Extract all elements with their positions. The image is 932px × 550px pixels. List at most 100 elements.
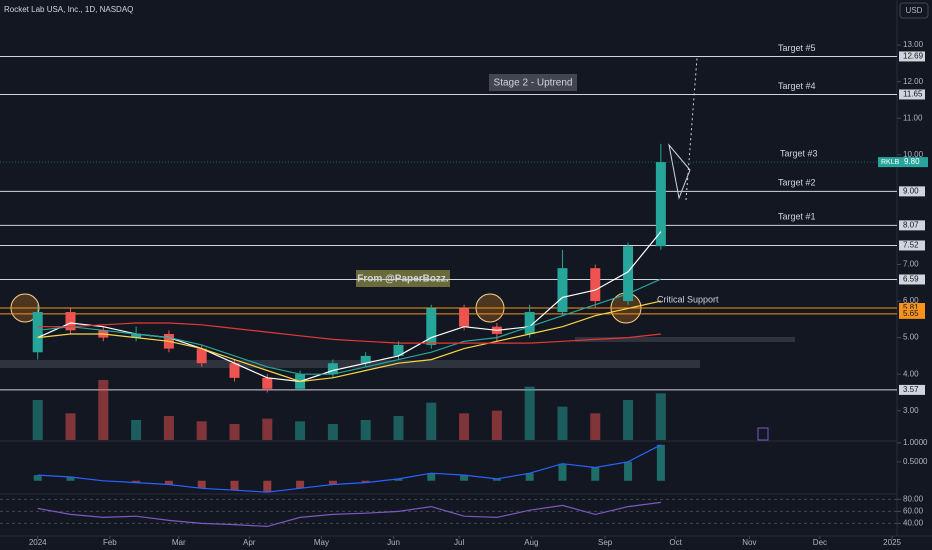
volume-bar: [163, 416, 174, 440]
volume-bar: [131, 420, 142, 440]
level-note: Critical Support: [657, 294, 719, 304]
y-tick-label: 7.00: [903, 260, 919, 269]
volume-bar: [426, 402, 437, 440]
macd-histogram: [361, 480, 370, 483]
macd-histogram: [558, 463, 567, 481]
volume-bar: [655, 393, 666, 440]
stage-annotation: Stage 2 - Uptrend: [494, 78, 573, 89]
y-tick-label: 12.00: [903, 77, 924, 86]
candle-body: [196, 348, 207, 364]
earnings-marker: [757, 427, 769, 441]
macd-histogram: [263, 480, 272, 493]
stage-box: [489, 74, 577, 91]
macd-histogram: [624, 461, 633, 481]
candle-body: [32, 312, 43, 353]
macd-histogram: [197, 480, 206, 489]
candle-body: [327, 363, 338, 375]
zone: [0, 360, 700, 368]
last-note: Target #3: [780, 148, 818, 158]
level-label-box: [899, 220, 925, 231]
macd-histogram: [33, 475, 42, 481]
credit-box: [356, 270, 450, 287]
last-symbol: RKLB: [881, 159, 900, 166]
volume-bar: [524, 386, 535, 440]
x-tick-label: 2025: [883, 538, 901, 547]
macd-histogram: [132, 480, 141, 483]
volume-bar: [229, 424, 240, 440]
volume-bar: [65, 413, 76, 440]
level-label: 5.81: [903, 303, 919, 312]
volume-bar: [623, 400, 634, 440]
x-tick-label: Nov: [742, 538, 756, 547]
y-tick-label: 40.00: [903, 519, 924, 528]
y-tick-label: 11.00: [903, 113, 923, 122]
level-label: 6.59: [903, 275, 919, 284]
y-tick-label: 10.00: [903, 150, 924, 159]
symbol-title: Rocket Lab USA, Inc., 1D, NASDAQ: [4, 5, 133, 14]
level-label-box: [899, 89, 925, 100]
x-tick-label: Mar: [172, 538, 186, 547]
level-label: 12.69: [903, 52, 924, 61]
candle-body: [655, 162, 666, 247]
macd-histogram: [525, 473, 534, 481]
macd-histogram: [328, 480, 337, 485]
candle-body: [426, 308, 437, 345]
volume-bar: [590, 413, 601, 440]
level-label-box: [899, 274, 925, 285]
macd-histogram: [66, 476, 75, 481]
volume-bar: [196, 421, 207, 440]
volume-bar: [295, 421, 306, 440]
volume-bar: [491, 410, 502, 440]
rsi-line: [37, 501, 661, 528]
currency-box[interactable]: [899, 2, 929, 19]
macd-line: [37, 444, 662, 493]
x-tick-label: Oct: [669, 538, 682, 547]
y-tick-label: 4.00: [903, 369, 919, 378]
volume-bar: [393, 416, 404, 440]
last-price: 9.80: [904, 157, 920, 166]
level-label: 7.52: [903, 241, 919, 250]
volume-bar: [327, 424, 338, 440]
volume-bar: [360, 420, 371, 440]
x-tick-label: May: [314, 538, 329, 547]
candle-body: [262, 377, 273, 389]
level-label-box: [899, 384, 925, 395]
candle-body: [229, 363, 240, 378]
level-note: Target #4: [778, 81, 816, 91]
candle-body: [360, 355, 371, 364]
level-label: 5.65: [903, 309, 919, 318]
macd-histogram: [164, 480, 173, 485]
x-tick-label: Aug: [524, 538, 538, 547]
candle-body: [65, 312, 76, 331]
moving-average: [37, 300, 662, 383]
x-tick-label: Jul: [454, 538, 464, 547]
y-tick-label: 60.00: [903, 507, 924, 516]
candle-body: [459, 308, 470, 327]
macd-histogram: [427, 473, 436, 481]
level-note: Target #5: [778, 43, 816, 53]
volume-bar: [459, 413, 470, 440]
candle-body: [557, 268, 568, 313]
y-tick-label: 0.5000: [903, 457, 928, 466]
x-tick-label: Feb: [103, 538, 117, 547]
x-tick-label: Dec: [813, 538, 827, 547]
y-tick-label: 80.00: [903, 495, 924, 504]
x-tick-label: Apr: [243, 538, 256, 547]
candle-body: [393, 344, 404, 356]
pennant: [668, 143, 691, 200]
volume-bar: [98, 380, 109, 440]
currency[interactable]: USD: [906, 6, 923, 15]
level-label-box: [899, 240, 925, 251]
candle-body: [590, 268, 601, 302]
macd-histogram: [591, 467, 600, 481]
level-label: 8.07: [903, 220, 919, 229]
macd-histogram: [394, 478, 403, 481]
y-tick-label: 1.0000: [903, 438, 928, 447]
level-label: 11.65: [903, 90, 923, 99]
candle-body: [131, 333, 142, 338]
y-tick-label: 5.00: [903, 333, 919, 342]
projection: [685, 57, 698, 201]
macd-histogram: [492, 478, 501, 481]
